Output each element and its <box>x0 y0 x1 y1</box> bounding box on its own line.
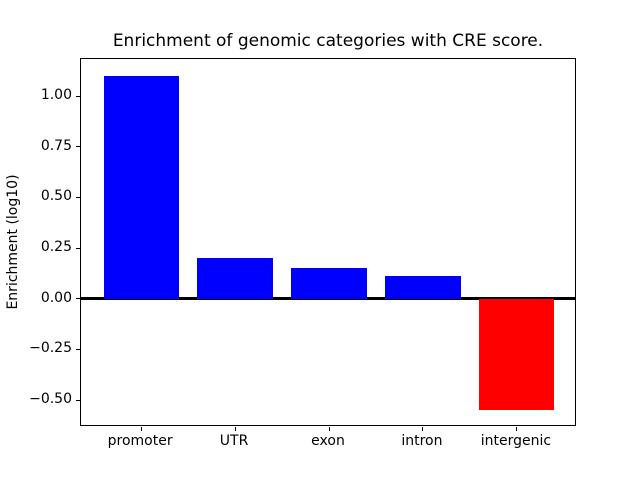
plot-area <box>76 58 576 431</box>
bar-promoter <box>103 75 179 299</box>
y-tick-label: −0.50 <box>29 391 72 408</box>
chart-title: Enrichment of genomic categories with CR… <box>112 31 544 51</box>
y-tick-mark <box>76 146 80 148</box>
y-tick-label: 0.25 <box>40 239 72 256</box>
bar-UTR <box>197 258 273 299</box>
x-tick-label-intron: intron <box>401 433 443 449</box>
y-tick-label: 0.50 <box>40 188 72 205</box>
y-tick-label: 0.75 <box>40 137 72 154</box>
bar-intergenic <box>479 298 555 411</box>
x-tick-mark <box>422 427 424 431</box>
x-tick-label-intergenic: intergenic <box>480 433 552 449</box>
x-tick-mark <box>328 427 330 431</box>
bar-exon <box>291 268 367 299</box>
x-tick-label-UTR: UTR <box>219 433 249 449</box>
y-tick-mark <box>76 298 80 300</box>
y-tick-mark <box>76 348 80 350</box>
x-tick-mark <box>140 427 142 431</box>
x-tick-label-promoter: promoter <box>107 433 173 449</box>
y-tick-label: 1.00 <box>40 87 72 103</box>
x-tick-mark <box>234 427 236 431</box>
y-tick-mark <box>76 196 80 198</box>
bar-intron <box>385 276 461 299</box>
y-tick-mark <box>76 95 80 97</box>
y-tick-mark <box>76 247 80 249</box>
y-tick-mark <box>76 399 80 401</box>
y-tick-label: −0.25 <box>29 340 72 357</box>
y-tick-label: 0.00 <box>40 289 72 306</box>
x-tick-label-exon: exon <box>311 433 345 449</box>
zero-baseline <box>81 297 575 301</box>
x-tick-mark <box>516 427 518 431</box>
